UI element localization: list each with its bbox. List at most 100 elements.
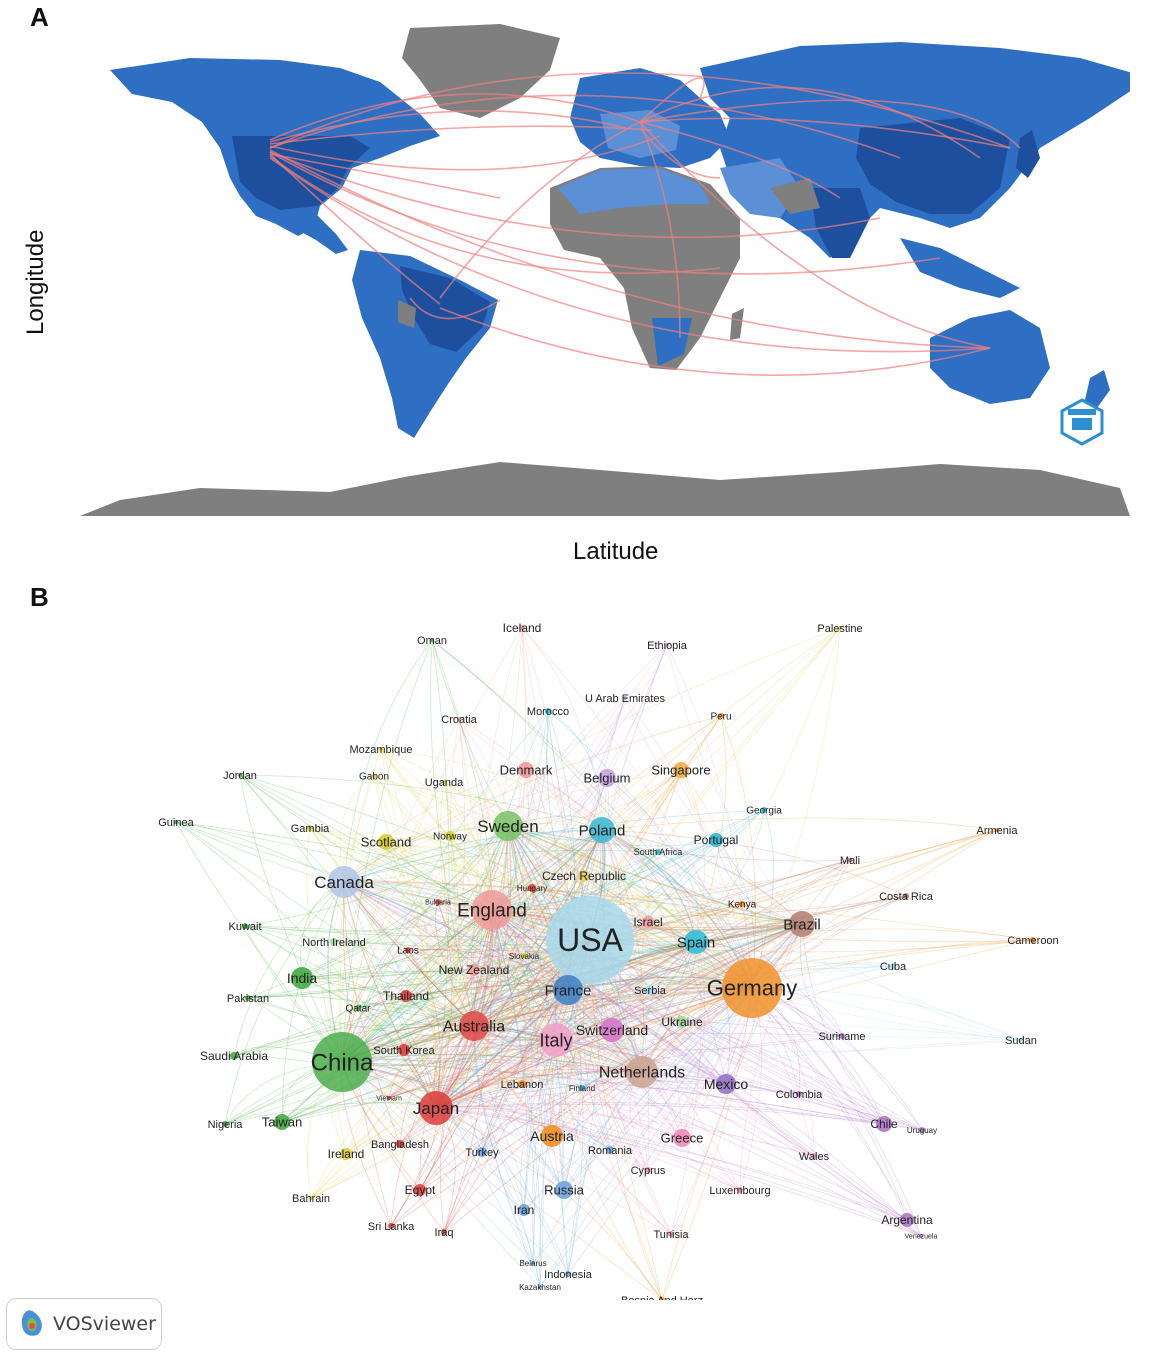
network-edge <box>661 987 753 1300</box>
network-edge <box>507 825 753 989</box>
network-edge <box>310 909 493 1199</box>
network-edge <box>439 781 475 1027</box>
network-edge <box>341 627 523 1063</box>
network-edge <box>449 835 557 1041</box>
node-label-spain: Spain <box>677 934 715 951</box>
central-america <box>280 210 348 254</box>
network-edge <box>507 825 683 1139</box>
node-label-netherlands: Netherlands <box>599 1065 685 1082</box>
node-guinea <box>174 820 178 824</box>
network-edge <box>343 881 565 1191</box>
network-labels: USA Germany China England Sweden Canada Austra… <box>158 621 1058 1300</box>
node-label-hungary: Hungary <box>517 884 547 893</box>
network-edge <box>343 777 608 883</box>
network-edge <box>624 697 753 989</box>
new-zealand <box>1084 370 1110 412</box>
network-edge <box>407 829 603 951</box>
network-edge <box>491 909 753 989</box>
network-edge <box>341 1058 727 1085</box>
node-denmark <box>518 762 534 778</box>
network-edge <box>435 901 475 1027</box>
network-edge <box>525 769 753 989</box>
node-italy <box>539 1023 573 1057</box>
network-edge <box>555 859 851 1041</box>
network-edge <box>224 909 493 1125</box>
network-edge <box>435 627 523 1109</box>
network-edge <box>435 781 456 1109</box>
node-serbia <box>645 985 655 995</box>
network-edge <box>224 987 753 1125</box>
network-edge <box>507 825 743 905</box>
node-poland <box>589 817 615 843</box>
network-edge <box>403 987 753 1051</box>
network-edge <box>419 987 753 1191</box>
network-edge <box>449 835 753 989</box>
network-edge <box>341 939 1034 1063</box>
network-edge <box>601 829 650 1171</box>
network-edge <box>473 829 603 1027</box>
network-edge <box>341 835 451 1063</box>
network-edge <box>435 1039 1022 1109</box>
network-edge <box>403 829 603 1051</box>
network-edge <box>521 1064 643 1085</box>
node-label-north-ireland: North Ireland <box>302 937 366 949</box>
network-edge <box>473 1025 683 1139</box>
network-edge <box>333 941 437 1109</box>
madagascar <box>730 308 744 340</box>
network-edge <box>491 644 668 911</box>
network-edge <box>589 939 922 1237</box>
network-edge <box>244 925 753 989</box>
network-edge <box>343 881 1034 941</box>
network-edge <box>343 881 569 991</box>
network-edge <box>583 875 803 925</box>
network-edge <box>239 774 591 941</box>
network-edge <box>345 939 591 1155</box>
network-edge <box>343 849 659 883</box>
node-label-indonesia: Indonesia <box>544 1269 593 1281</box>
node-label-taiwan: Taiwan <box>262 1115 302 1130</box>
network-edge <box>473 1011 683 1027</box>
node-label-gambia: Gambia <box>291 823 330 835</box>
node-thailand <box>400 990 412 1002</box>
network-edge <box>343 829 603 883</box>
network-edge <box>491 777 608 911</box>
network-edge <box>601 829 697 943</box>
network-edge <box>491 769 682 911</box>
network-edge <box>551 1071 643 1137</box>
network-edge <box>281 1039 557 1123</box>
node-label-cyprus: Cyprus <box>631 1165 666 1177</box>
network-edge <box>601 829 697 943</box>
network-edge <box>247 995 475 1027</box>
network-edge <box>175 821 345 883</box>
network-edge <box>606 777 803 925</box>
node-label-poland: Poland <box>579 822 626 839</box>
node-label-india: India <box>287 970 318 986</box>
network-edge <box>435 1104 923 1131</box>
network-edge <box>373 775 475 1027</box>
network-edge <box>473 1025 569 1275</box>
network-edge <box>301 977 643 1073</box>
network-edge <box>641 1071 885 1125</box>
network-edge <box>473 1025 908 1221</box>
network-edge <box>491 909 803 931</box>
node-label-slovakia: Slovakia <box>509 952 540 961</box>
network-edge <box>435 1087 800 1109</box>
network-edge <box>343 881 643 1073</box>
node-argentina <box>900 1213 914 1227</box>
node-scotland <box>378 834 394 850</box>
network-edge <box>609 923 803 1151</box>
node-label-belgium: Belgium <box>584 771 631 786</box>
network-edge <box>657 851 699 943</box>
network-edge <box>301 970 753 989</box>
node-canada <box>328 866 360 898</box>
network-edge <box>281 825 509 1123</box>
network-edge <box>343 881 643 1073</box>
network-edge <box>555 1039 663 1300</box>
network-edge <box>341 809 765 1063</box>
network-edge <box>301 939 591 979</box>
node-usa <box>546 896 634 984</box>
network-edge <box>581 941 697 1089</box>
network-edge <box>563 941 697 1191</box>
network-edge <box>380 748 603 831</box>
node-label-venezuela: Venezuela <box>905 1233 938 1240</box>
